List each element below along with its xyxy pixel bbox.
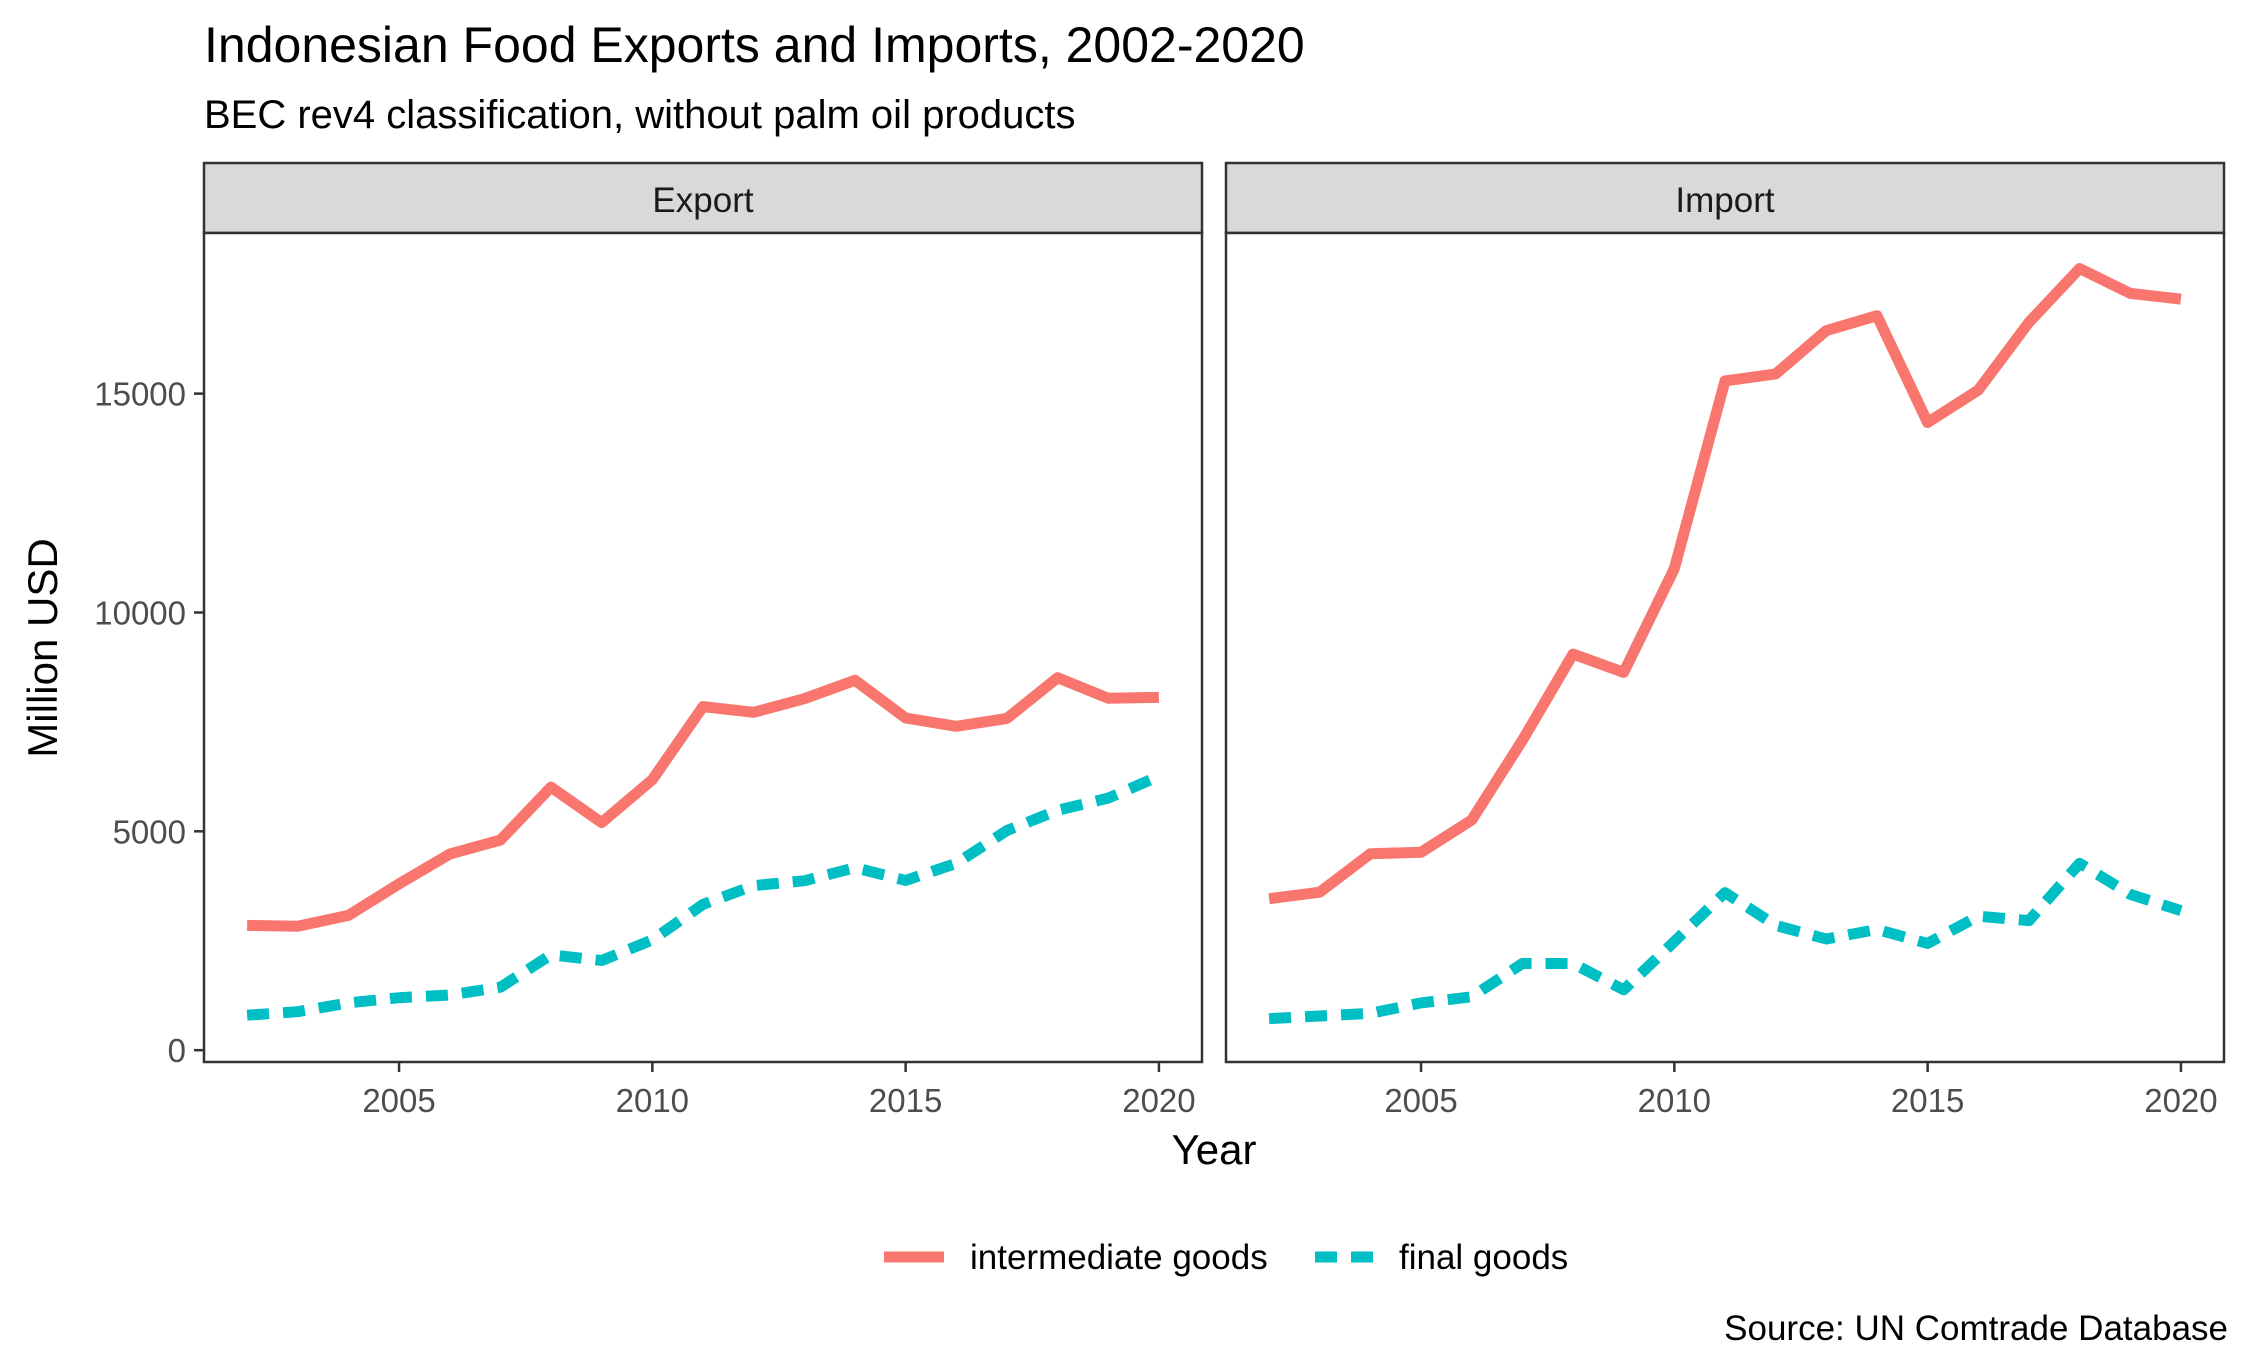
series-line-export-intermediate-goods [247, 672, 1159, 932]
source-caption: Source: UN Comtrade Database [1724, 1309, 2228, 1348]
legend: intermediate goods final goods [884, 1238, 1568, 1277]
x-tick-label-import-2020: 2020 [2144, 1082, 2217, 1119]
legend-label-final-goods: final goods [1399, 1238, 1568, 1277]
panel-import: Import 2005 2010 2015 2020 [1224, 161, 2226, 1119]
y-axis-title: Million USD [19, 538, 66, 757]
strip-label-export: Export [652, 181, 753, 220]
panel-border-export [202, 231, 1204, 1064]
y-tick-label-0: 0 [168, 1032, 186, 1069]
facet-panels: Export 2005 2010 2015 2020 0 5000 10000 15000 Imp… [94, 161, 2226, 1119]
series-line-export-final-goods [246, 771, 1162, 1021]
x-tick-label-export-2015: 2015 [869, 1082, 942, 1119]
chart-title: Indonesian Food Exports and Imports, 200… [204, 17, 1305, 73]
plot-area-import [1226, 233, 2224, 1062]
legend-item-final-goods: final goods [1315, 1238, 1568, 1277]
chart-subtitle: BEC rev4 classification, without palm oi… [204, 93, 1075, 137]
x-axis-title: Year [1172, 1126, 1257, 1173]
strip-label-import: Import [1675, 181, 1774, 220]
y-tick-label-15000: 15000 [94, 376, 186, 413]
strip-import [1224, 161, 2226, 235]
x-tick-label-import-2005: 2005 [1384, 1082, 1457, 1119]
legend-label-intermediate-goods: intermediate goods [970, 1238, 1268, 1277]
x-tick-label-export-2020: 2020 [1122, 1082, 1195, 1119]
panel-export: Export 2005 2010 2015 2020 0 5000 10000 15000 [94, 161, 1204, 1119]
x-tick-label-import-2015: 2015 [1891, 1082, 1964, 1119]
x-tick-label-export-2005: 2005 [362, 1082, 435, 1119]
panel-border-import [1224, 231, 2226, 1064]
plot-area-export [204, 233, 1202, 1062]
series-line-import-intermediate-goods [1268, 263, 2182, 905]
strip-export [202, 161, 1204, 235]
x-tick-label-import-2010: 2010 [1638, 1082, 1711, 1119]
legend-item-intermediate-goods: intermediate goods [884, 1238, 1268, 1277]
y-tick-label-10000: 10000 [94, 594, 186, 631]
series-line-import-final-goods [1268, 857, 2183, 1025]
y-tick-label-5000: 5000 [113, 813, 186, 850]
x-tick-label-export-2010: 2010 [616, 1082, 689, 1119]
